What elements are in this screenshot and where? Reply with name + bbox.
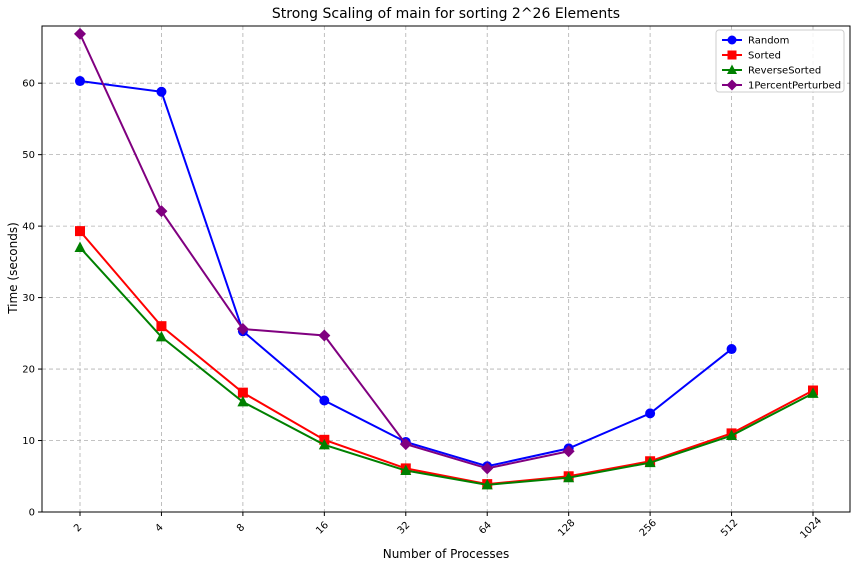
x-axis-title: Number of Processes — [383, 547, 510, 561]
chart-title: Strong Scaling of main for sorting 2^26 … — [272, 6, 620, 22]
data-point — [726, 344, 737, 355]
data-point — [400, 464, 412, 476]
data-point — [645, 408, 656, 419]
data-point — [481, 478, 493, 490]
data-point — [318, 438, 330, 450]
legend-label: ReverseSorted — [748, 66, 821, 77]
data-point — [562, 445, 575, 458]
legend-label: 1PercentPerturbed — [748, 81, 841, 92]
series-1percentperturbed — [74, 27, 575, 475]
data-point — [563, 471, 575, 483]
legend: Random Sorted ReverseSorted 1PercentPerturb… — [715, 29, 845, 93]
data-point — [319, 395, 330, 406]
legend-box — [715, 29, 845, 93]
y-tick-label: 30 — [22, 293, 35, 304]
series-reversesorted — [74, 241, 819, 490]
y-tick-label: 0 — [29, 508, 35, 519]
data-point — [726, 429, 738, 441]
y-tick-label: 20 — [22, 365, 35, 376]
data-point — [399, 438, 412, 451]
legend-entry: Random — [722, 35, 789, 47]
data-point — [236, 323, 249, 336]
series-line — [79, 230, 814, 486]
legend-marker — [726, 79, 738, 91]
data-point — [155, 205, 168, 218]
y-tick-label: 10 — [22, 436, 35, 447]
y-axis-title: Time (seconds) — [6, 222, 20, 315]
legend-marker — [727, 64, 737, 74]
legend-label: Sorted — [748, 51, 781, 62]
data-point — [318, 329, 331, 342]
y-tick-label: 60 — [22, 79, 35, 90]
legend-entry: Sorted — [722, 50, 781, 62]
legend-marker — [727, 50, 737, 60]
y-tick-label: 50 — [22, 150, 35, 161]
data-point — [807, 387, 819, 398]
legend-marker — [727, 35, 737, 45]
data-point — [74, 27, 86, 40]
plot-frame — [41, 25, 851, 513]
y-tick-label: 40 — [22, 222, 35, 233]
data-point — [156, 86, 167, 97]
series-line — [79, 246, 814, 486]
legend-entry: ReverseSorted — [722, 64, 821, 77]
legend-label: Random — [748, 36, 789, 47]
data-point — [75, 226, 85, 237]
data-point — [481, 462, 494, 475]
series-layer — [74, 27, 819, 490]
data-point — [644, 456, 656, 468]
data-point — [75, 76, 85, 87]
data-point — [237, 387, 248, 398]
data-point — [237, 395, 249, 407]
legend-entry: 1PercentPerturbed — [722, 79, 841, 92]
data-point — [74, 241, 86, 253]
data-point — [156, 321, 167, 332]
data-point — [155, 330, 167, 342]
